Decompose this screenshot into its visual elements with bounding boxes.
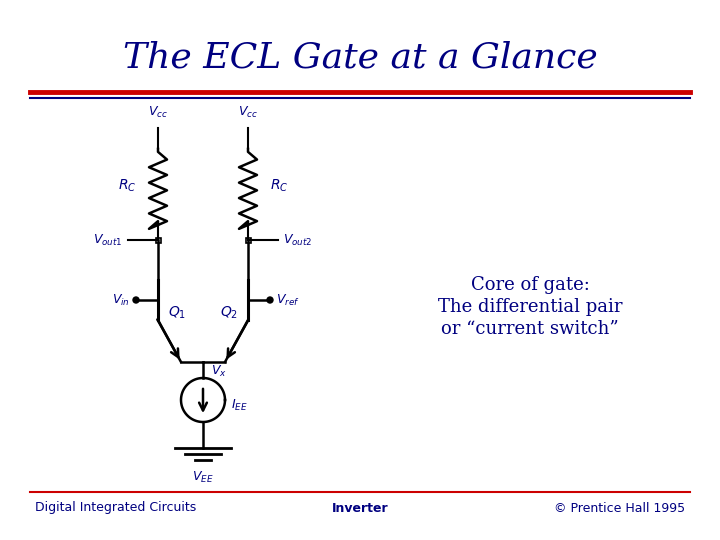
Text: The differential pair: The differential pair (438, 298, 622, 316)
Text: or “current switch”: or “current switch” (441, 320, 619, 338)
Text: $V_{out1}$: $V_{out1}$ (94, 232, 123, 247)
Text: $R_C$: $R_C$ (117, 178, 136, 194)
Text: $Q_1$: $Q_1$ (168, 305, 186, 321)
Text: The ECL Gate at a Glance: The ECL Gate at a Glance (122, 41, 598, 75)
Text: $I_{EE}$: $I_{EE}$ (231, 397, 248, 413)
Text: $V_{in}$: $V_{in}$ (112, 293, 130, 308)
Text: $R_C$: $R_C$ (270, 178, 289, 194)
Text: $V_{out2}$: $V_{out2}$ (283, 232, 312, 247)
Text: Core of gate:: Core of gate: (471, 276, 590, 294)
Text: $Q_2$: $Q_2$ (220, 305, 238, 321)
Circle shape (267, 297, 273, 303)
Circle shape (133, 297, 139, 303)
Bar (246, 238, 251, 242)
Text: Inverter: Inverter (332, 502, 388, 515)
Text: $V_{cc}$: $V_{cc}$ (238, 105, 258, 120)
Text: Digital Integrated Circuits: Digital Integrated Circuits (35, 502, 197, 515)
Text: $V_{cc}$: $V_{cc}$ (148, 105, 168, 120)
Text: © Prentice Hall 1995: © Prentice Hall 1995 (554, 502, 685, 515)
Text: $V_x$: $V_x$ (211, 364, 227, 379)
Text: $V_{EE}$: $V_{EE}$ (192, 470, 214, 485)
Text: $V_{ref}$: $V_{ref}$ (276, 293, 300, 308)
Bar (156, 238, 161, 242)
